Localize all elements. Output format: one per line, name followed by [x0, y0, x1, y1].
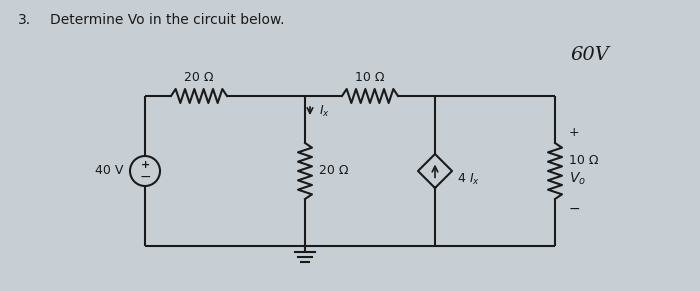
Text: 10 Ω: 10 Ω: [569, 155, 598, 168]
Text: −: −: [569, 202, 580, 216]
Text: 10 Ω: 10 Ω: [355, 71, 385, 84]
Text: −: −: [139, 169, 150, 184]
Text: Determine Vo in the circuit below.: Determine Vo in the circuit below.: [50, 13, 284, 27]
Text: +: +: [141, 161, 150, 171]
Text: $4\ I_x$: $4\ I_x$: [457, 171, 480, 187]
Text: $V_o$: $V_o$: [569, 171, 586, 187]
Text: 60V: 60V: [570, 46, 610, 64]
Text: 20 Ω: 20 Ω: [319, 164, 349, 178]
Text: +: +: [569, 127, 580, 139]
Text: 40 V: 40 V: [94, 164, 123, 178]
Text: 20 Ω: 20 Ω: [184, 71, 213, 84]
Text: 3.: 3.: [18, 13, 31, 27]
Text: $I_x$: $I_x$: [319, 103, 330, 118]
